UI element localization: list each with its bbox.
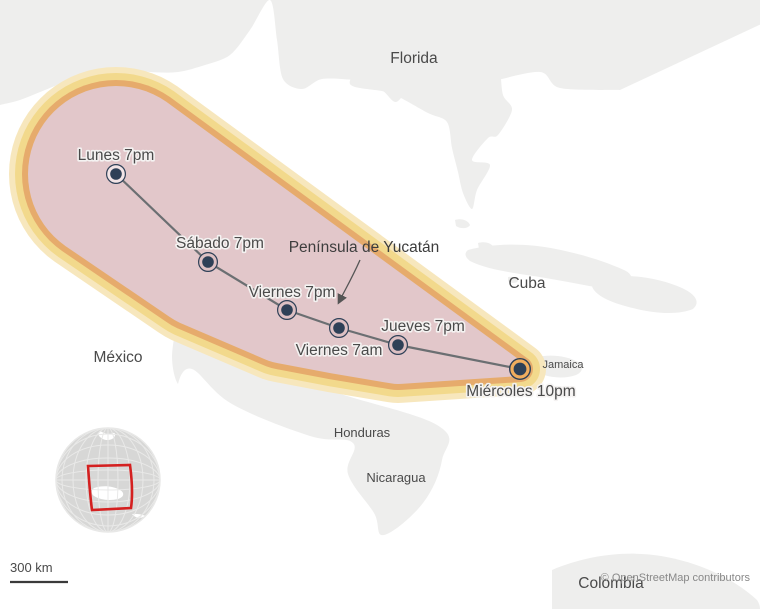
svg-text:Jamaica: Jamaica — [543, 359, 585, 371]
svg-text:Cuba: Cuba — [508, 275, 545, 292]
svg-text:Viernes 7am: Viernes 7am — [296, 342, 383, 359]
svg-text:Miércoles 10pm: Miércoles 10pm — [466, 383, 575, 400]
svg-text:Sábado 7pm: Sábado 7pm — [176, 235, 264, 252]
svg-text:© OpenStreetMap contributors: © OpenStreetMap contributors — [601, 572, 751, 584]
svg-text:Honduras: Honduras — [334, 425, 391, 440]
svg-text:Nicaragua: Nicaragua — [366, 470, 426, 485]
svg-text:Jueves 7pm: Jueves 7pm — [381, 318, 465, 335]
svg-text:Viernes 7pm: Viernes 7pm — [249, 284, 336, 301]
svg-text:Florida: Florida — [390, 50, 438, 67]
svg-text:Península de Yucatán: Península de Yucatán — [289, 239, 440, 256]
svg-text:Lunes 7pm: Lunes 7pm — [78, 147, 155, 164]
svg-text:300 km: 300 km — [10, 560, 53, 575]
svg-text:México: México — [93, 349, 142, 366]
